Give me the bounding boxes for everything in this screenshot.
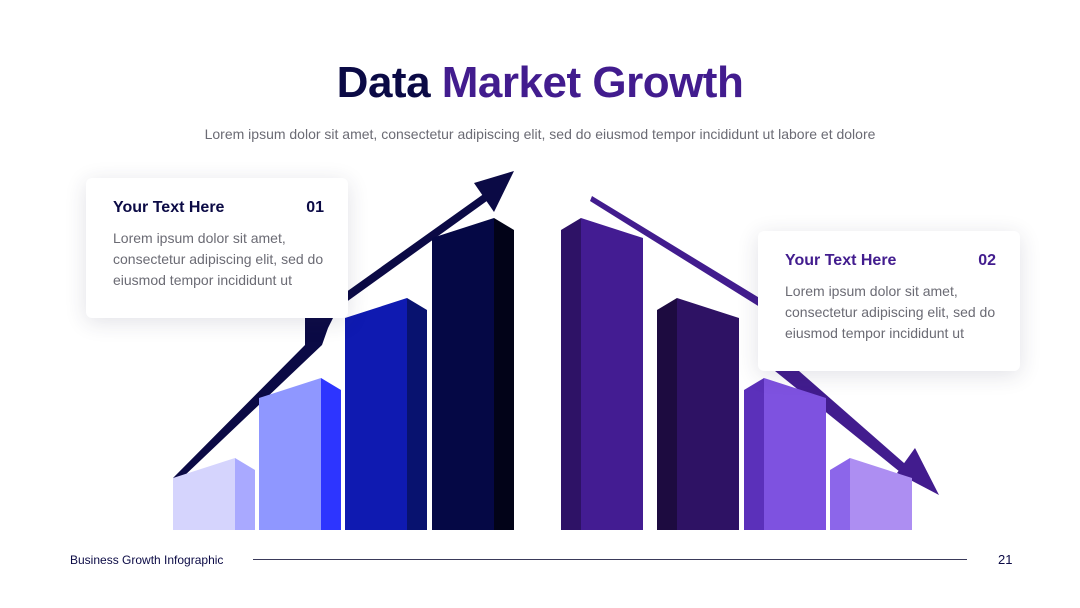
bar-side-face (235, 458, 255, 530)
left-bar-group (173, 218, 514, 530)
arrow-shaft-upper (590, 196, 771, 314)
arrow-shaft (173, 193, 491, 478)
bar-side-face (744, 378, 764, 530)
bar-side-face (830, 458, 850, 530)
bar-side-face (494, 218, 514, 530)
card-title: Your Text Here (785, 252, 897, 269)
card-number: 01 (306, 199, 324, 216)
bar-side-face (561, 218, 581, 530)
left-bar-2 (259, 378, 341, 530)
subtitle: Lorem ipsum dolor sit amet, consectetur … (204, 126, 876, 142)
bar-front-face (173, 458, 235, 530)
card-body: Lorem ipsum dolor sit amet, consectetur … (113, 230, 324, 288)
page-number: 21 (998, 552, 1013, 567)
card-title: Your Text Here (113, 199, 225, 216)
left-bar-4 (432, 218, 514, 530)
footer-label: Business Growth Infographic (70, 553, 224, 567)
bar-front-face (850, 458, 912, 530)
bar-front-face (764, 378, 826, 530)
info-card-01: Your Text Here 01 Lorem ipsum dolor sit … (86, 178, 348, 318)
bar-front-face (677, 298, 739, 530)
card-body: Lorem ipsum dolor sit amet, consectetur … (785, 283, 996, 341)
right-bar-group (561, 218, 912, 530)
left-bar-3 (345, 298, 427, 530)
bar-side-face (321, 378, 341, 530)
bar-side-face (657, 298, 677, 530)
bar-front-face (259, 378, 321, 530)
bar-front-face (345, 298, 407, 530)
page-title: Data Market Growth (0, 58, 1080, 108)
arrow-head (474, 171, 514, 212)
bar-side-face (407, 298, 427, 530)
arrow-head (897, 448, 939, 495)
right-bar-3 (744, 378, 826, 530)
card-number: 02 (978, 252, 996, 269)
right-bar-1 (561, 218, 643, 530)
right-bar-4 (830, 458, 912, 530)
left-bar-1 (173, 458, 255, 530)
title-word-data: Data (336, 58, 431, 107)
footer-divider (253, 559, 967, 560)
info-card-02: Your Text Here 02 Lorem ipsum dolor sit … (758, 231, 1020, 371)
bar-front-face (432, 218, 494, 530)
up-trend-arrow (173, 171, 514, 478)
right-bar-2 (657, 298, 739, 530)
bar-front-face (581, 218, 643, 530)
title-word-market-growth: Market Growth (441, 58, 744, 107)
